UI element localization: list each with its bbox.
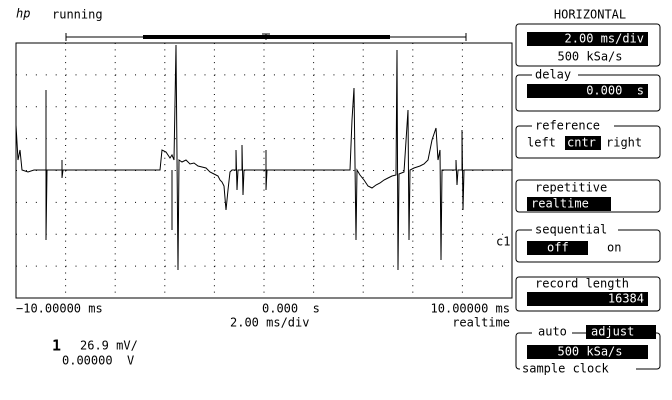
delay-label: delay (535, 68, 571, 82)
delay-value: 0.000 s (586, 84, 644, 98)
reference-center[interactable]: cntr (567, 136, 596, 150)
reference-label: reference (535, 119, 600, 133)
channel-scale: 26.9 mV/ (80, 339, 138, 353)
sample-rate: 500 kSa/s (557, 50, 622, 64)
adjust-option[interactable]: adjust (591, 325, 634, 339)
x-right: 10.00000 ms (431, 302, 510, 316)
record-length-softkey[interactable] (515, 276, 661, 312)
timebase-value: 2.00 ms/div (565, 32, 644, 46)
waveform (15, 44, 512, 271)
sample-clock-value: 500 kSa/s (557, 345, 622, 359)
record-length-value: 16384 (608, 292, 644, 306)
timebase: 2.00 ms/div (230, 316, 309, 330)
sequential-off[interactable]: off (547, 241, 569, 255)
channel-offset: 0.00000 V (62, 354, 134, 368)
timebase-softkey[interactable] (515, 23, 661, 67)
x-left: −10.00000 ms (16, 302, 103, 316)
channel-number: 1 (52, 337, 61, 355)
memory-bar (65, 33, 467, 41)
sequential-on[interactable]: on (607, 241, 621, 255)
repetitive-value: realtime (531, 197, 589, 211)
record-length-label: record length (535, 277, 629, 291)
logo: hp (16, 7, 30, 21)
channel-marker: c1 (496, 235, 510, 249)
repetitive-label: repetitive (535, 181, 607, 195)
panel-title: HORIZONTAL (554, 8, 626, 22)
reference-right[interactable]: right (606, 136, 642, 150)
reference-left[interactable]: left (527, 136, 556, 150)
sample-clock-label: sample clock (522, 362, 609, 376)
x-center: 0.000 s (262, 302, 320, 316)
delay-softkey[interactable] (515, 74, 661, 112)
status: running (52, 8, 103, 22)
sequential-label: sequential (535, 223, 607, 237)
auto-option[interactable]: auto (538, 325, 567, 339)
acq-mode: realtime (452, 316, 510, 330)
repetitive-softkey[interactable] (515, 179, 661, 213)
